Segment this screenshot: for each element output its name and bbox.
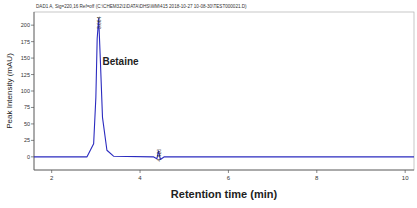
x-tick	[140, 170, 141, 173]
x-tick-label: 10	[402, 175, 409, 181]
x-tick-label: 2	[50, 175, 54, 181]
y-tick	[31, 140, 34, 141]
x-axis-label: Retention time (min)	[171, 188, 278, 200]
annotation: Betaine	[102, 56, 139, 67]
y-tick	[31, 41, 34, 42]
x-tick-label: 4	[138, 175, 142, 181]
plot-frame	[34, 12, 414, 170]
x-tick	[405, 170, 406, 173]
y-tick-label: 175	[21, 39, 30, 45]
y-tick-label: 200	[21, 22, 30, 28]
trace	[34, 19, 414, 160]
y-tick-label: 100	[21, 88, 30, 94]
y-tick-label: 50	[24, 121, 30, 127]
y-axis-label: Peak Intensity (mAU)	[5, 53, 14, 129]
y-tick	[31, 74, 34, 75]
x-tick-label: 8	[315, 175, 319, 181]
y-tick-label: 25	[24, 137, 30, 143]
x-tick-label: 6	[227, 175, 231, 181]
x-tick	[316, 170, 317, 173]
y-tick	[31, 58, 34, 59]
x-tick	[51, 170, 52, 173]
x-tick	[228, 170, 229, 173]
plot-area	[34, 19, 414, 160]
y-tick	[31, 123, 34, 124]
x-axis	[34, 170, 414, 171]
title: DAD1 A, Sig=220,16 Ref=off (C:\CHEM32\1\…	[36, 4, 247, 9]
y-tick-label: 150	[21, 55, 30, 61]
y-tick	[31, 107, 34, 108]
y-tick-label: 125	[21, 72, 30, 78]
chart: DAD1 A, Sig=220,16 Ref=off (C:\CHEM32\1\…	[0, 0, 417, 208]
peak-label: 3.064	[96, 16, 102, 29]
y-tick-label: 75	[24, 104, 30, 110]
y-tick	[31, 156, 34, 157]
y-tick	[31, 25, 34, 26]
y-tick-label: 0	[27, 154, 30, 160]
peak-label: 4.420	[156, 149, 162, 162]
y-tick	[31, 91, 34, 92]
